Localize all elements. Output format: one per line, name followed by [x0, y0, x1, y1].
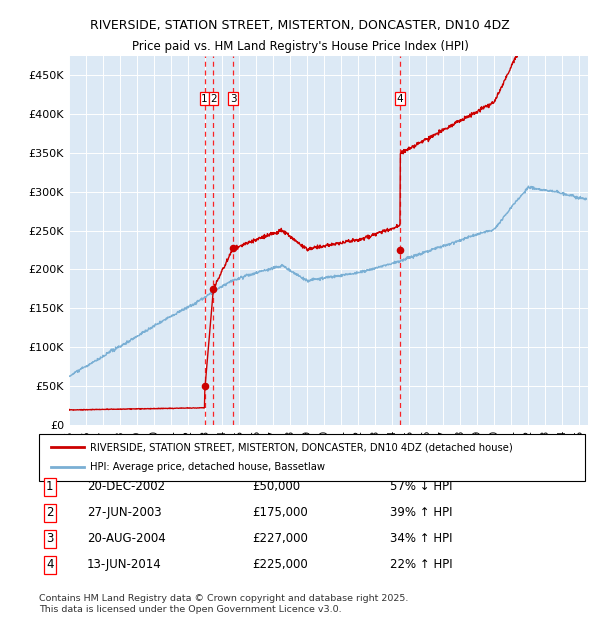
Text: RIVERSIDE, STATION STREET, MISTERTON, DONCASTER, DN10 4DZ (detached house): RIVERSIDE, STATION STREET, MISTERTON, DO… — [90, 442, 513, 452]
Text: 13-JUN-2014: 13-JUN-2014 — [87, 559, 162, 571]
Text: 4: 4 — [397, 94, 403, 104]
Text: £175,000: £175,000 — [252, 507, 308, 519]
Text: 1: 1 — [202, 94, 208, 104]
Text: 1: 1 — [46, 480, 53, 493]
Point — [395, 245, 405, 255]
Text: 3: 3 — [230, 94, 236, 104]
Text: 27-JUN-2003: 27-JUN-2003 — [87, 507, 161, 519]
Text: 20-AUG-2004: 20-AUG-2004 — [87, 533, 166, 545]
Text: £227,000: £227,000 — [252, 533, 308, 545]
Text: 34% ↑ HPI: 34% ↑ HPI — [390, 533, 452, 545]
Text: 22% ↑ HPI: 22% ↑ HPI — [390, 559, 452, 571]
Text: £225,000: £225,000 — [252, 559, 308, 571]
Point — [228, 244, 238, 254]
Text: 4: 4 — [46, 559, 53, 571]
Text: Contains HM Land Registry data © Crown copyright and database right 2025.
This d: Contains HM Land Registry data © Crown c… — [39, 595, 409, 614]
Text: 2: 2 — [210, 94, 217, 104]
Text: 57% ↓ HPI: 57% ↓ HPI — [390, 480, 452, 493]
Point — [200, 381, 209, 391]
Point — [209, 284, 218, 294]
Text: £50,000: £50,000 — [252, 480, 300, 493]
Text: 20-DEC-2002: 20-DEC-2002 — [87, 480, 165, 493]
Text: Price paid vs. HM Land Registry's House Price Index (HPI): Price paid vs. HM Land Registry's House … — [131, 40, 469, 53]
Text: 39% ↑ HPI: 39% ↑ HPI — [390, 507, 452, 519]
Text: 3: 3 — [46, 533, 53, 545]
Text: RIVERSIDE, STATION STREET, MISTERTON, DONCASTER, DN10 4DZ: RIVERSIDE, STATION STREET, MISTERTON, DO… — [90, 19, 510, 32]
Text: 2: 2 — [46, 507, 53, 519]
Text: HPI: Average price, detached house, Bassetlaw: HPI: Average price, detached house, Bass… — [90, 463, 325, 472]
